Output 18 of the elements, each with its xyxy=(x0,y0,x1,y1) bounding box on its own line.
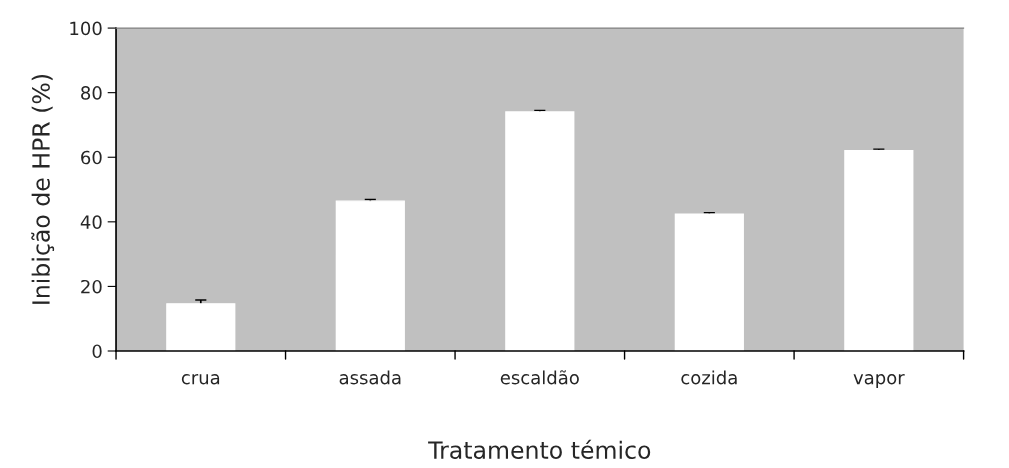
bar xyxy=(166,303,236,351)
x-axis-title: Tratamento témico xyxy=(428,439,651,459)
y-tick-label: 40 xyxy=(80,215,102,229)
bar xyxy=(505,111,575,351)
x-tick-label: escaldão xyxy=(500,370,579,385)
x-tick-label: crua xyxy=(181,374,220,385)
y-tick-label: 100 xyxy=(70,21,102,36)
bar xyxy=(844,150,914,351)
bar xyxy=(335,200,405,351)
x-tick-label: vapor xyxy=(853,374,905,388)
y-tick-label: 60 xyxy=(81,150,102,165)
bar xyxy=(674,213,744,351)
y-tick-label: 20 xyxy=(81,279,102,294)
y-tick-label: 0 xyxy=(92,344,102,359)
y-tick-label: 80 xyxy=(81,86,102,100)
x-tick-label: cozida xyxy=(681,370,737,385)
x-tick-label: assada xyxy=(339,370,401,385)
y-axis-title: Inibição de HPR (%) xyxy=(31,74,55,304)
